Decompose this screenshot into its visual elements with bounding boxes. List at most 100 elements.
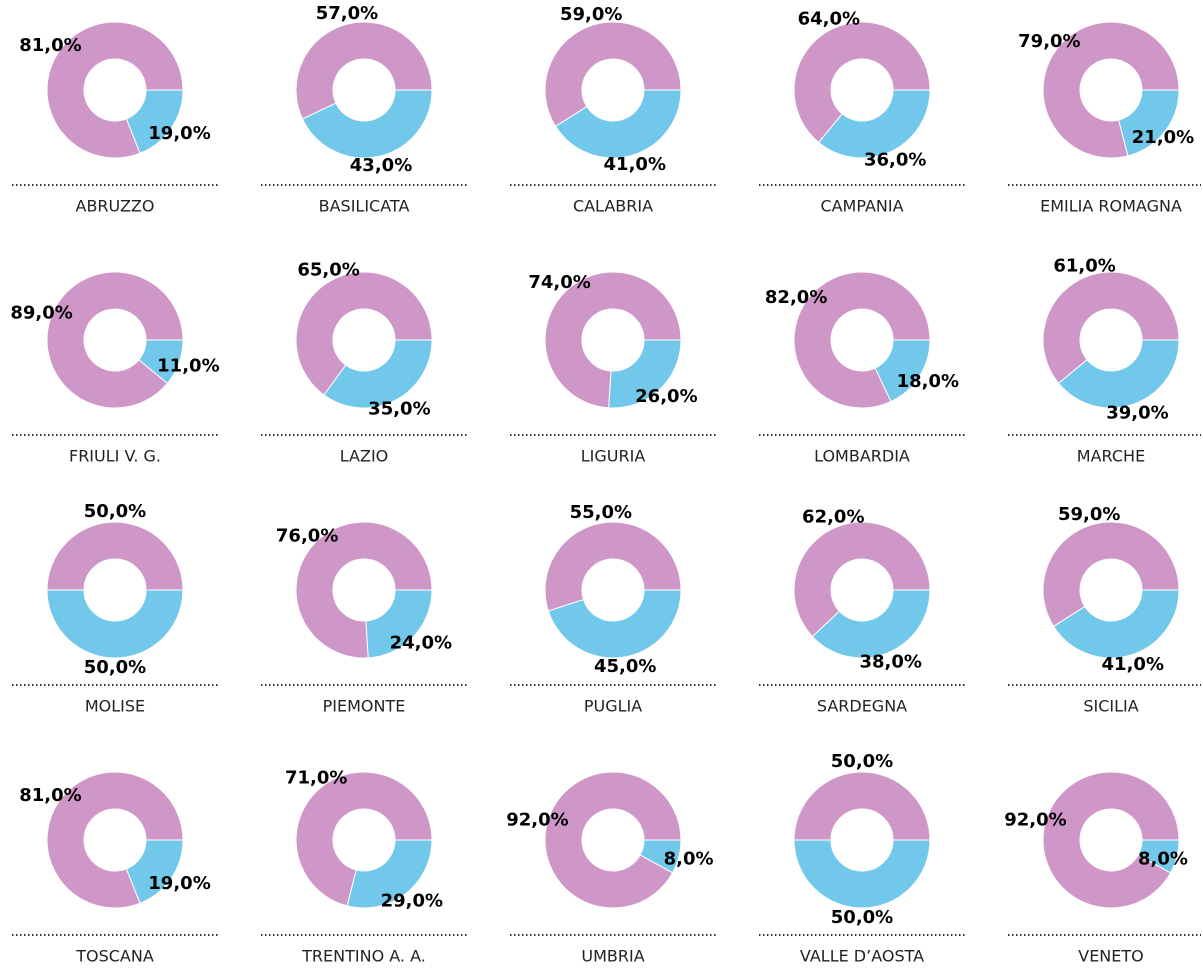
- donut-segment: [544, 21, 682, 128]
- donut-segment: [365, 589, 433, 659]
- value-label: 38,0%: [859, 652, 921, 673]
- value-label: 71,0%: [285, 767, 347, 788]
- donut-segment: [46, 589, 184, 659]
- value-label: 19,0%: [148, 873, 210, 894]
- value-label: 35,0%: [368, 398, 430, 419]
- value-label: 50,0%: [84, 501, 146, 522]
- donut-segment: [346, 839, 433, 909]
- donut-segment: [554, 89, 682, 159]
- value-label: 29,0%: [381, 891, 443, 912]
- chart-title: CALABRIA: [573, 197, 653, 216]
- chart-title: TRENTINO A. A.: [301, 947, 426, 966]
- value-label: 92,0%: [506, 810, 568, 831]
- value-label: 41,0%: [604, 154, 666, 175]
- chart-title: ABRUZZO: [76, 197, 155, 216]
- donut-segment: [46, 771, 184, 909]
- donut-segment: [323, 339, 433, 409]
- donut-segment: [1118, 89, 1180, 157]
- chart-title: MOLISE: [85, 697, 145, 716]
- chart-title: VENETO: [1078, 947, 1144, 966]
- chart-title: SARDEGNA: [817, 697, 907, 716]
- value-label: 92,0%: [1004, 810, 1066, 831]
- donut-segment: [793, 771, 931, 841]
- donut-segment: [46, 521, 184, 591]
- chart-title: SICILIA: [1083, 697, 1138, 716]
- donut-segment: [1057, 339, 1180, 409]
- value-label: 8,0%: [664, 848, 714, 869]
- value-label: 57,0%: [316, 3, 378, 24]
- donut-segment: [793, 21, 931, 144]
- value-label: 11,0%: [157, 355, 219, 376]
- value-label: 79,0%: [1018, 31, 1080, 52]
- donut-segment: [817, 89, 931, 159]
- value-label: 19,0%: [148, 123, 210, 144]
- donut-segment: [793, 271, 931, 409]
- value-label: 74,0%: [528, 272, 590, 293]
- donut-segment: [1042, 21, 1180, 159]
- chart-title: UMBRIA: [581, 947, 644, 966]
- donut-segment: [544, 271, 682, 409]
- chart-title: CAMPANIA: [820, 197, 903, 216]
- chart-title: MARCHE: [1077, 447, 1145, 466]
- value-label: 36,0%: [864, 150, 926, 171]
- donut-segment: [295, 521, 433, 659]
- value-label: 61,0%: [1053, 256, 1115, 277]
- chart-title: LOMBARDIA: [814, 447, 910, 466]
- value-label: 50,0%: [831, 751, 893, 772]
- value-label: 41,0%: [1102, 654, 1164, 675]
- chart-title: BASILICATA: [319, 197, 410, 216]
- chart-title: LAZIO: [340, 447, 389, 466]
- value-label: 81,0%: [19, 35, 81, 56]
- donut-segment: [125, 89, 184, 154]
- chart-title: LIGURIA: [581, 447, 646, 466]
- chart-title: TOSCANA: [75, 947, 154, 966]
- value-label: 21,0%: [1132, 127, 1194, 148]
- chart-title: PUGLIA: [584, 697, 642, 716]
- donut-segment: [544, 771, 682, 909]
- donut-segment: [125, 839, 184, 904]
- value-label: 45,0%: [594, 656, 656, 677]
- value-label: 26,0%: [635, 386, 697, 407]
- donut-segment: [46, 271, 184, 409]
- value-label: 89,0%: [10, 303, 72, 324]
- donut-segment: [793, 521, 931, 638]
- donut-segment: [1042, 521, 1180, 628]
- value-label: 76,0%: [276, 526, 338, 547]
- value-label: 59,0%: [560, 4, 622, 25]
- value-label: 82,0%: [765, 287, 827, 308]
- chart-title: PIEMONTE: [323, 697, 406, 716]
- chart-title: FRIULI V. G.: [69, 447, 161, 466]
- donut-segment: [295, 771, 433, 907]
- donut-segment: [1137, 839, 1180, 874]
- value-label: 24,0%: [390, 632, 452, 653]
- value-label: 64,0%: [798, 8, 860, 29]
- donut-segment: [544, 521, 682, 612]
- donut-segment: [874, 339, 931, 403]
- donut-segment: [811, 589, 931, 659]
- chart-title: VALLE D’AOSTA: [800, 947, 924, 966]
- donut-segment: [1052, 589, 1180, 659]
- donut-segment: [295, 21, 433, 120]
- donut-segment: [639, 839, 682, 874]
- value-label: 18,0%: [897, 371, 959, 392]
- donut-segment: [138, 339, 184, 385]
- donut-segment: [547, 589, 682, 659]
- value-label: 62,0%: [802, 506, 864, 527]
- donut-segment: [301, 89, 433, 159]
- donut-segment: [1042, 271, 1180, 385]
- value-label: 81,0%: [19, 785, 81, 806]
- value-label: 50,0%: [84, 657, 146, 678]
- value-label: 8,0%: [1138, 848, 1188, 869]
- donut-segment: [46, 21, 184, 159]
- value-label: 59,0%: [1058, 504, 1120, 525]
- donut-segment: [608, 339, 682, 409]
- value-label: 50,0%: [831, 907, 893, 928]
- donut-segment: [793, 839, 931, 909]
- value-label: 55,0%: [570, 502, 632, 523]
- chart-title: EMILIA ROMAGNA: [1040, 197, 1182, 216]
- value-label: 39,0%: [1106, 402, 1168, 423]
- value-label: 65,0%: [297, 260, 359, 281]
- value-label: 43,0%: [350, 155, 412, 176]
- donut-segment: [1042, 771, 1180, 909]
